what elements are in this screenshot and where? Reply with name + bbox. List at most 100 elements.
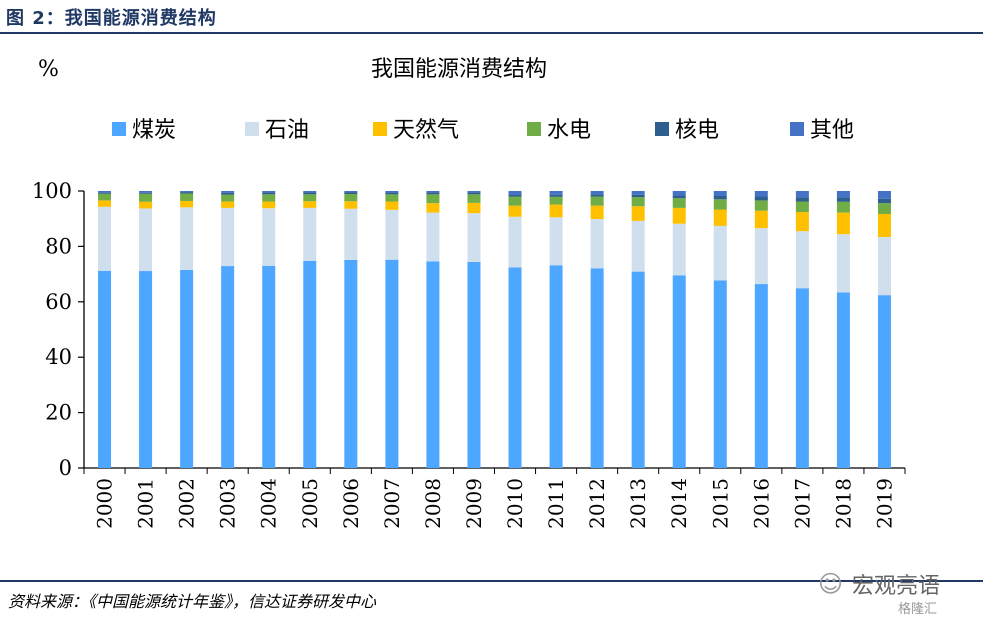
bar-segment: [754, 200, 768, 211]
bar-segment: [877, 213, 891, 237]
bar-segment: [344, 194, 358, 202]
bar-segment: [303, 260, 317, 468]
legend-label: 天然气: [393, 118, 459, 143]
bar-segment: [262, 201, 276, 209]
bar-segment: [508, 194, 522, 197]
bar-segment: [631, 271, 645, 468]
bar-segment: [467, 213, 481, 262]
bar-segment: [98, 193, 112, 201]
bar-segment: [139, 192, 153, 194]
bar-segment: [877, 191, 891, 199]
bar-segment: [303, 191, 317, 193]
legend-swatch: [790, 122, 804, 136]
bar-segment: [221, 207, 235, 267]
x-tick-label: 2006: [339, 478, 363, 529]
bar-segment: [549, 196, 563, 205]
bar-segment: [139, 193, 153, 202]
bar-segment: [221, 192, 235, 195]
bar-segment: [180, 192, 194, 194]
x-tick-label: 2012: [585, 478, 609, 529]
bar-segment: [508, 191, 522, 195]
legend-swatch: [655, 122, 669, 136]
bar-segment: [303, 201, 317, 208]
x-tick-label: 2009: [462, 478, 486, 529]
figure-caption: 图 2：我国能源消费结构: [6, 8, 217, 29]
y-tick-labels: 0 20 40 60 80 100: [32, 179, 72, 480]
bar-segment: [672, 207, 686, 224]
bar-segment: [549, 217, 563, 266]
x-tick-label: 2003: [216, 478, 240, 529]
x-tick-label: 2018: [831, 478, 855, 529]
x-tick-label: 2007: [380, 478, 404, 529]
bar-segment: [631, 194, 645, 198]
bar-segment: [385, 192, 399, 195]
x-tick-label: 2016: [749, 478, 773, 529]
axes: [78, 190, 906, 474]
x-tick-label: 2008: [421, 478, 445, 529]
bar-segment: [508, 196, 522, 206]
stacked-bar-chart: % 我国能源消费结构 煤炭 石油 天然气 水电 核电 其他 2000 2001 2002 200…: [32, 57, 906, 529]
bar-segment: [303, 194, 317, 202]
bar-segment: [836, 292, 850, 468]
bar-segment: [549, 204, 563, 218]
x-tick-label: 2002: [175, 478, 199, 529]
legend-label: 核电: [675, 118, 719, 143]
bar-segment: [98, 200, 112, 207]
bar-segment: [631, 191, 645, 195]
bar-segment: [713, 209, 727, 226]
bar-segment: [221, 194, 235, 202]
bar-segment: [795, 197, 809, 202]
bar-segment: [139, 191, 153, 193]
legend-swatch: [373, 122, 387, 136]
bar-segment: [672, 195, 686, 199]
bar-segment: [836, 212, 850, 235]
bar-segment: [262, 265, 276, 468]
x-tick-labels: 2000 2001 2002 2003 2004 2005 2006 2007 2008 2009…: [93, 478, 897, 529]
x-tick-label: 2019: [872, 478, 896, 529]
chart-title: 我国能源消费结构: [371, 57, 547, 82]
bar-segment: [344, 191, 358, 193]
bar-segment: [713, 195, 727, 200]
legend-label: 石油: [265, 118, 309, 143]
bar-segment: [713, 225, 727, 281]
y-tick-label: 80: [45, 234, 72, 258]
wechat-icon: ☺: [818, 570, 844, 598]
bottom-rule: [0, 580, 983, 582]
bar-segment: [385, 209, 399, 260]
y-tick-label: 100: [32, 179, 72, 203]
x-tick-label: 2000: [93, 478, 117, 529]
bar-segment: [590, 191, 604, 195]
bar-segment: [344, 259, 358, 468]
bar-segment: [590, 218, 604, 269]
bar-segment: [795, 212, 809, 232]
bar-segment: [631, 197, 645, 207]
bar-segment: [221, 191, 235, 193]
bar-segment: [467, 194, 481, 203]
bar-segment: [672, 223, 686, 276]
bar-segment: [713, 280, 727, 468]
bar-segment: [467, 191, 481, 193]
bar-segment: [877, 198, 891, 204]
bar-segment: [303, 192, 317, 195]
bar-segment: [344, 192, 358, 195]
bar-segment: [549, 194, 563, 197]
x-tick-label: 2001: [134, 478, 158, 529]
bar-segment: [221, 266, 235, 468]
bar-segment: [754, 284, 768, 468]
bar-segment: [549, 265, 563, 468]
bar-segment: [426, 192, 440, 195]
y-tick-label: 40: [45, 345, 72, 369]
bar-segment: [590, 268, 604, 468]
y-tick-label: 60: [45, 290, 72, 314]
bar-segment: [344, 201, 358, 209]
bar-segment: [631, 220, 645, 272]
bar-segment: [344, 208, 358, 260]
bar-segment: [262, 208, 276, 266]
bar-segment: [262, 191, 276, 193]
legend-swatch: [245, 122, 259, 136]
bar-segment: [467, 202, 481, 214]
bar-segment: [754, 191, 768, 197]
top-rule: [0, 32, 983, 34]
bar-segment: [590, 196, 604, 206]
bar-segment: [795, 201, 809, 213]
